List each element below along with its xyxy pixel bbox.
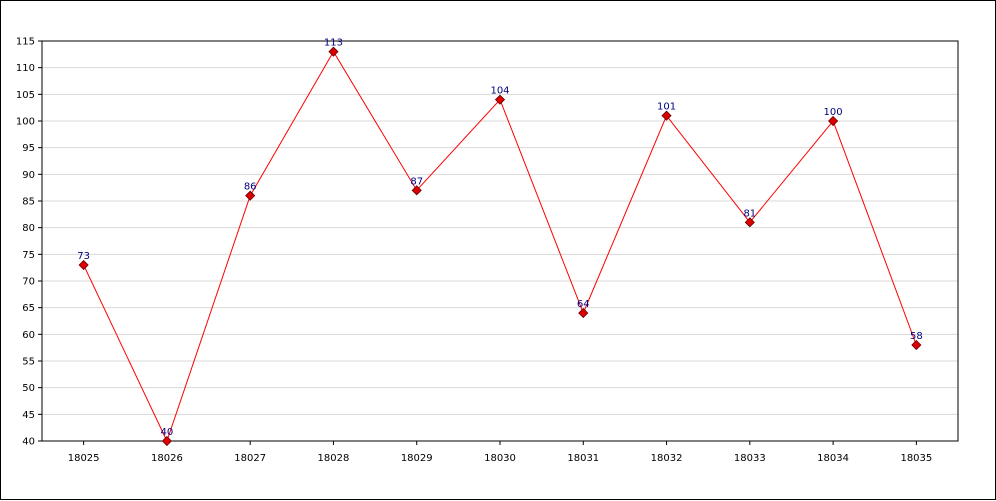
x-tick-label: 18032 — [651, 453, 683, 464]
y-tick-label: 65 — [22, 303, 35, 314]
x-tick-label: 18034 — [817, 453, 849, 464]
x-tick-label: 18033 — [734, 453, 766, 464]
x-tick-label: 18028 — [318, 453, 350, 464]
data-point — [494, 94, 506, 105]
data-point — [661, 110, 672, 121]
y-axis: 40 45 50 55 60 65 70 75 80 85 90 95 100 105 110 115 — [16, 37, 42, 448]
data-label: 73 — [77, 251, 90, 262]
y-tick-label: 95 — [22, 143, 35, 154]
x-tick-label: 18030 — [484, 453, 516, 464]
data-label: 113 — [324, 38, 343, 49]
data-label: 58 — [910, 331, 923, 342]
data-label: 64 — [577, 299, 590, 310]
data-point — [911, 339, 922, 351]
y-tick-label: 60 — [22, 330, 35, 341]
y-tick-label: 55 — [22, 357, 35, 368]
x-tick-label: 18035 — [900, 453, 932, 464]
data-label: 104 — [490, 86, 509, 97]
data-point — [828, 115, 839, 127]
x-tick-label: 18026 — [151, 453, 183, 464]
y-tick-label: 40 — [22, 437, 35, 448]
series-group: 73 40 86 113 87 104 64 101 81 100 58 — [77, 38, 923, 447]
x-tick-label: 18025 — [68, 453, 100, 464]
data-label: 86 — [244, 182, 257, 193]
y-tick-label: 75 — [22, 250, 35, 261]
x-tick-label: 18029 — [401, 453, 433, 464]
data-point — [161, 435, 172, 447]
x-tick-label: 18031 — [567, 453, 599, 464]
grid-lines — [42, 67, 958, 415]
data-label: 101 — [657, 102, 676, 113]
y-tick-label: 110 — [16, 63, 35, 74]
data-point — [578, 307, 589, 319]
data-point — [78, 259, 89, 271]
data-point — [328, 46, 339, 57]
data-point — [411, 185, 422, 196]
x-tick-label: 18027 — [234, 453, 266, 464]
y-tick-label: 80 — [22, 223, 35, 234]
y-tick-label: 100 — [16, 117, 35, 128]
y-tick-label: 45 — [22, 410, 35, 421]
data-label: 87 — [410, 176, 423, 187]
data-label: 81 — [743, 208, 756, 219]
x-axis: 18025 18026 18027 18028 18029 18030 18031 18032… — [68, 441, 932, 464]
data-label: 100 — [824, 107, 843, 118]
series-line — [83, 50, 917, 443]
y-tick-label: 70 — [22, 277, 35, 288]
data-label: 40 — [161, 427, 174, 438]
data-point — [744, 217, 755, 228]
data-point — [245, 190, 256, 201]
y-tick-label: 85 — [22, 197, 35, 208]
y-tick-label: 50 — [22, 383, 35, 394]
y-tick-label: 115 — [16, 37, 35, 48]
y-tick-label: 105 — [16, 90, 35, 101]
y-tick-label: 90 — [22, 170, 35, 181]
